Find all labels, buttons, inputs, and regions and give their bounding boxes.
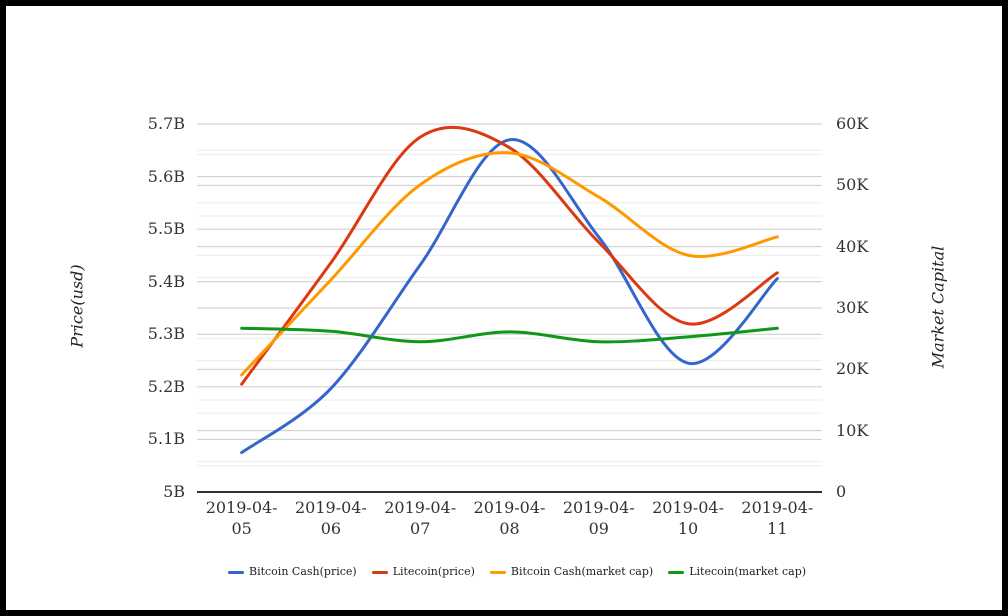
y-axis-right-tick-label: 0 xyxy=(836,482,847,501)
x-axis-tick-label: 2019-04- 09 xyxy=(562,498,635,538)
legend-label: Bitcoin Cash(price) xyxy=(249,565,357,578)
x-axis-tick-label: 2019-04- 05 xyxy=(205,498,278,538)
y-axis-right-title: Market Capital xyxy=(928,245,948,369)
legend-line-swatch xyxy=(489,570,506,574)
y-axis-right-tick-label: 20K xyxy=(836,359,869,379)
series-line-litecoin-price xyxy=(240,125,779,386)
series-line-litecoin-market-cap xyxy=(240,326,779,344)
legend-label: Litecoin(price) xyxy=(392,565,475,578)
legend-item-bitcoin-cash-market-cap: Bitcoin Cash(market cap) xyxy=(489,565,654,579)
y-axis-right-tick-label: 50K xyxy=(836,175,869,195)
legend: Bitcoin Cash(price) Litecoin(price) Bitcoi… xyxy=(228,565,806,579)
legend-label: Litecoin(market cap) xyxy=(689,565,807,578)
y-axis-left-tick-label: 5.6B xyxy=(147,166,185,186)
x-axis-tick-label: 2019-04- 10 xyxy=(652,498,724,538)
legend-label: Bitcoin Cash(market cap) xyxy=(510,565,654,578)
y-axis-right-tick-label: 40K xyxy=(836,236,869,256)
y-axis-left-tick-label: 5.7B xyxy=(147,114,185,133)
legend-line-swatch xyxy=(228,570,244,574)
y-axis-left-tick-label: 5B xyxy=(163,482,185,501)
y-axis-right-tick-label: 30K xyxy=(836,298,869,317)
y-axis-left-tick-label: 5.2B xyxy=(147,376,185,396)
legend-item-litecoin-price: Litecoin(price) xyxy=(371,565,475,579)
x-axis-tick-label: 2019-04- 06 xyxy=(294,498,367,538)
y-axis-right-tick-label: 10K xyxy=(836,420,869,440)
y-axis-left-tick-label: 5.4B xyxy=(147,271,185,291)
y-axis-right-tick-label: 60K xyxy=(836,114,869,133)
y-axis-left-tick-label: 5.5B xyxy=(147,219,185,239)
legend-line-swatch xyxy=(371,570,388,574)
legend-item-litecoin-market-cap: Litecoin(market cap) xyxy=(668,565,806,579)
y-axis-left-tick-label: 5.1B xyxy=(147,429,185,449)
x-axis-tick-label: 2019-04- 11 xyxy=(741,498,814,538)
y-axis-left-tick-label: 5.3B xyxy=(147,324,185,344)
series-line-bitcoin-cash-price xyxy=(240,138,779,455)
y-axis-left-title: Price(usd) xyxy=(67,264,87,348)
legend-line-swatch xyxy=(668,570,685,574)
x-axis-tick-label: 2019-04- 07 xyxy=(384,498,457,538)
series-line-bitcoin-cash-market-cap xyxy=(240,151,779,377)
x-axis-tick-label: 2019-04- 08 xyxy=(473,498,546,538)
legend-item-bitcoin-cash-price: Bitcoin Cash(price) xyxy=(228,565,357,579)
